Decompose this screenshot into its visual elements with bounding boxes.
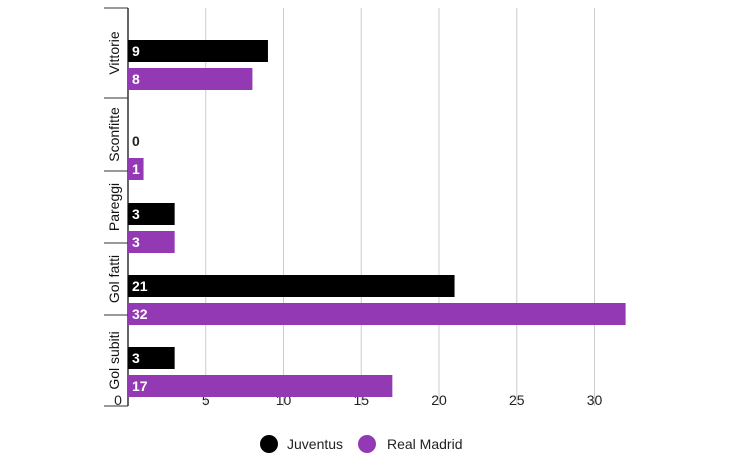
bar-value-label: 3	[132, 350, 140, 366]
x-tick-label: 20	[431, 392, 447, 408]
category-label: Gol subiti	[106, 331, 122, 389]
bar-value-label: 0	[132, 133, 140, 149]
x-tick-label: 0	[114, 392, 122, 408]
bar	[128, 203, 175, 225]
legend-swatch	[358, 435, 376, 453]
legend-label: Juventus	[287, 436, 343, 452]
bar-value-label: 9	[132, 43, 140, 59]
bar-value-label: 21	[132, 278, 148, 294]
bar	[128, 68, 253, 90]
x-tick-label: 5	[202, 392, 210, 408]
category-label: Pareggi	[106, 183, 122, 231]
bar	[128, 347, 175, 369]
bar	[128, 231, 175, 253]
bar	[128, 275, 455, 297]
bar-value-label: 8	[132, 71, 140, 87]
bar-value-label: 3	[132, 206, 140, 222]
bar-value-label: 32	[132, 306, 148, 322]
x-tick-label: 30	[587, 392, 603, 408]
category-label: Gol fatti	[106, 255, 122, 303]
legend-label: Real Madrid	[387, 436, 462, 452]
x-tick-label: 25	[509, 392, 525, 408]
bar	[128, 158, 144, 180]
bar	[128, 375, 393, 397]
bar	[128, 40, 268, 62]
legend-swatch	[260, 435, 278, 453]
bar-value-label: 3	[132, 234, 140, 250]
bar-value-label: 1	[132, 161, 140, 177]
category-label: Sconfitte	[106, 107, 122, 162]
category-label: Vittorie	[106, 31, 122, 75]
bar-value-label: 17	[132, 378, 148, 394]
bar	[128, 303, 626, 325]
